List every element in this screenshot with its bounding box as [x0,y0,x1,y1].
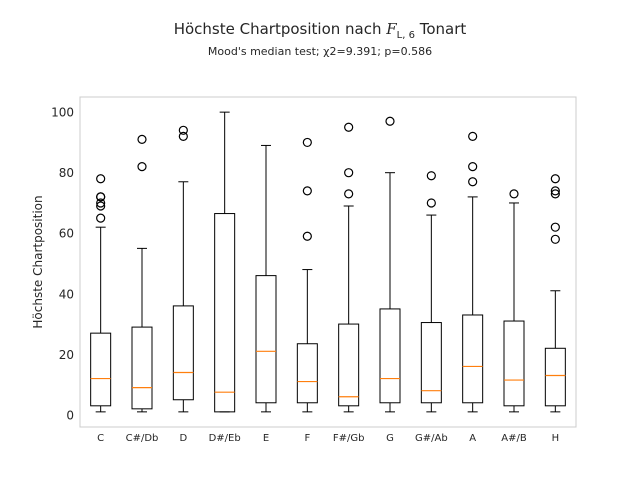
box-group [90,174,112,413]
box-iqr [214,213,236,413]
box-group [379,116,401,413]
box-iqr [420,322,442,404]
outlier-point [96,198,106,208]
y-tick-label: 100 [51,106,74,120]
outlier-point [344,122,354,132]
box-iqr [503,320,525,407]
x-tick-label: F [304,433,310,444]
y-axis: 0 20 40 60 80 100 [51,106,74,423]
y-tick-label: 20 [59,348,74,362]
outlier-point [344,189,354,199]
box-iqr [172,305,194,401]
box-iqr [379,308,401,404]
x-tick-label: E [263,433,269,444]
x-tick-label: G [386,433,394,444]
box-group [503,189,525,413]
plot-area-frame [79,96,577,428]
x-tick-label: H [552,433,560,444]
y-tick-label: 80 [59,166,74,180]
box-group [462,131,484,413]
chart-title-suffix: Tonart [414,20,467,38]
outlier-point [550,186,560,196]
x-tick-label: D#/Eb [209,433,241,444]
chart-title-prefix: Höchste Chartposition nach [173,20,387,38]
outlier-point [137,134,147,144]
outlier-point [550,222,560,232]
outlier-point [468,162,478,172]
box-iqr [255,275,277,404]
box-group [544,174,566,413]
x-axis: C C#/Db D D#/Eb E F F#/Gb G G#/Ab A A#/B H [97,433,559,444]
box-group [172,125,194,413]
box-group [296,137,318,413]
chart-title-symbol-subscript: L, 6 [396,30,415,41]
box-iqr [544,347,566,407]
chart-subtitle: Mood's median test; χ2=9.391; p=0.586 [207,45,433,58]
y-axis-label: Höchste Chartposition [31,195,45,328]
boxplot-series [90,111,566,413]
box-iqr [462,314,484,404]
x-tick-label: F#/Gb [333,433,365,444]
outlier-point [550,174,560,184]
outlier-point [550,234,560,244]
outlier-point [302,231,312,241]
outlier-point [178,131,188,141]
box-iqr [90,332,112,407]
box-group [338,122,360,413]
outlier-point [344,168,354,178]
x-tick-label: G#/Ab [415,433,448,444]
box-group [131,134,153,413]
box-iqr [296,343,318,404]
y-tick-label: 0 [66,408,74,422]
outlier-point [96,174,106,184]
outlier-point [96,201,106,211]
chart-title: Höchste Chartposition nach FL, 6 Tonart [0,20,640,41]
outlier-point [96,213,106,223]
outlier-point [509,189,519,199]
outlier-point [468,177,478,187]
x-tick-label: C#/Db [126,433,159,444]
outlier-point [385,116,395,126]
box-group [255,144,277,413]
x-tick-label: A [469,433,476,444]
x-tick-label: D [179,433,187,444]
outlier-point [302,186,312,196]
chart-title-symbol: F [386,20,397,38]
outlier-point [426,171,436,181]
outlier-point [137,162,147,172]
outlier-point [426,198,436,208]
box-group [420,171,442,413]
y-tick-label: 40 [59,287,74,301]
outlier-point [178,125,188,135]
chart-title-block: Höchste Chartposition nach FL, 6 Tonart … [0,20,640,58]
box-iqr [338,323,360,407]
box-group [214,111,236,413]
outlier-point [96,192,106,202]
box-iqr [131,326,153,410]
outlier-point [302,137,312,148]
outlier-point [550,189,560,199]
y-tick-label: 60 [59,227,74,241]
x-tick-label: C [97,433,104,444]
outlier-point [468,131,478,141]
x-tick-label: A#/B [501,433,527,444]
